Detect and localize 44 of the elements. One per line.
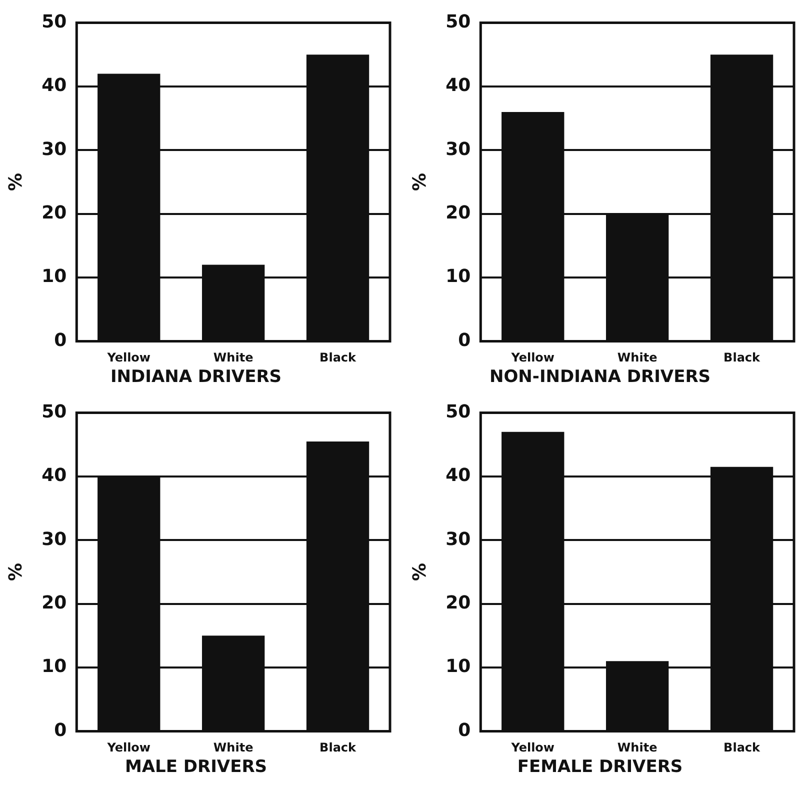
x-tick-label: White xyxy=(617,740,658,755)
x-tick-label: White xyxy=(213,740,254,755)
x-tick-label: Black xyxy=(724,350,762,365)
x-tick-label: Yellow xyxy=(510,740,555,755)
y-tick-label: 50 xyxy=(446,401,471,422)
y-tick-label: 20 xyxy=(42,202,67,224)
x-tick-label: Black xyxy=(320,740,358,755)
text: FEMALE DRIVERS xyxy=(517,757,683,778)
y-axis-title: % xyxy=(5,172,26,192)
y-tick-label: 0 xyxy=(54,720,67,741)
x-tick-label: Yellow xyxy=(510,350,555,365)
x-tick-label: Black xyxy=(724,740,762,755)
text: NON-INDIANA DRIVERS xyxy=(489,367,711,388)
text: MALE DRIVERS xyxy=(124,757,268,778)
y-tick-label: 30 xyxy=(446,138,471,160)
y-tick-label: 50 xyxy=(446,11,471,32)
x-tick-label: Yellow xyxy=(106,740,151,755)
y-tick-label: 30 xyxy=(42,528,67,550)
y-tick-label: 10 xyxy=(42,656,67,678)
y-tick-label: 30 xyxy=(446,528,471,550)
y-tick-label: 0 xyxy=(458,720,471,741)
y-axis-title: % xyxy=(409,562,430,582)
y-tick-label: 40 xyxy=(446,75,471,96)
y-tick-label: 40 xyxy=(42,465,67,486)
y-tick-label: 20 xyxy=(42,592,67,614)
y-tick-label: 0 xyxy=(54,330,67,351)
y-tick-label: 10 xyxy=(42,266,67,288)
y-axis-title: % xyxy=(5,562,26,582)
y-tick-label: 50 xyxy=(42,11,67,32)
y-tick-label: 50 xyxy=(42,401,67,422)
y-tick-label: 0 xyxy=(458,330,471,351)
y-tick-label: 40 xyxy=(446,465,471,486)
y-tick-label: 40 xyxy=(42,75,67,96)
x-tick-label: White xyxy=(617,350,658,365)
y-tick-label: 20 xyxy=(446,202,471,224)
y-tick-label: 10 xyxy=(446,656,471,678)
y-tick-label: 10 xyxy=(446,266,471,288)
text: INDIANA DRIVERS xyxy=(110,367,282,388)
x-tick-label: White xyxy=(213,350,254,365)
x-tick-label: Black xyxy=(320,350,358,365)
x-tick-label: Yellow xyxy=(106,350,151,365)
y-tick-label: 20 xyxy=(446,592,471,614)
y-tick-label: 30 xyxy=(42,138,67,160)
y-axis-title: % xyxy=(409,172,430,192)
